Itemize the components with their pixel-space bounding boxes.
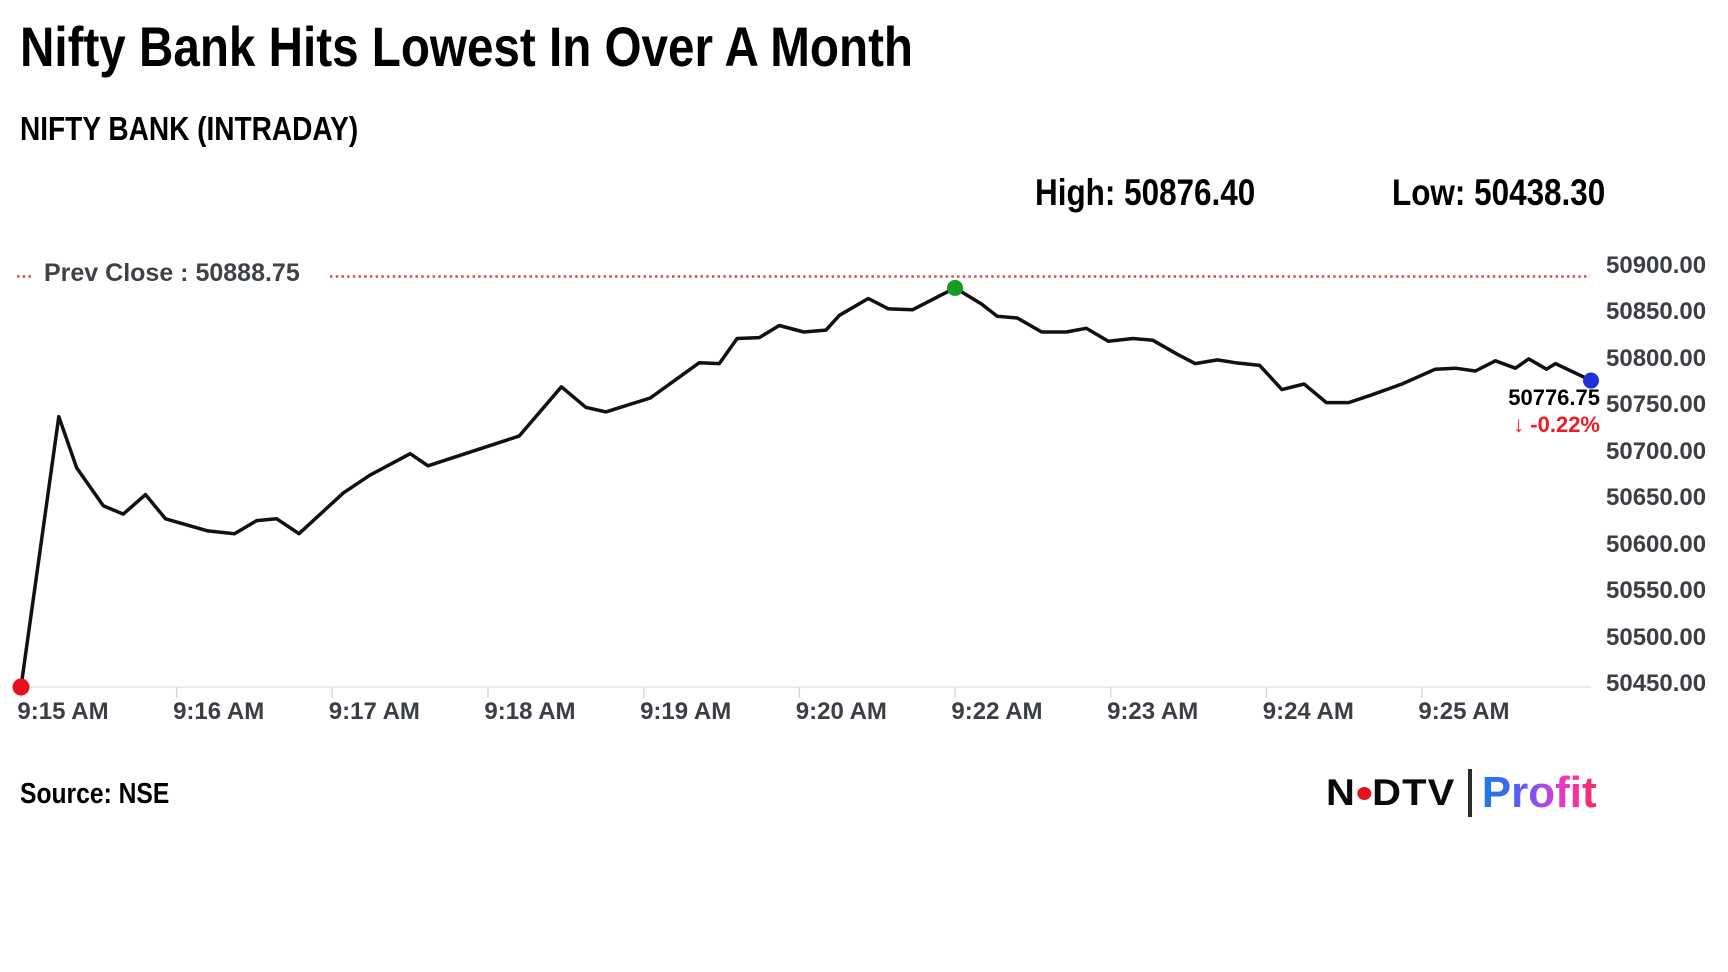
last-price-marker xyxy=(1583,372,1599,389)
x-axis-label: 9:22 AM xyxy=(951,698,1043,725)
y-axis-label: 50800.00 xyxy=(1606,344,1707,372)
x-axis-label: 9:15 AM xyxy=(17,698,109,725)
change-label: ↓ -0.22% xyxy=(1450,412,1600,438)
prev-close-label: Prev Close : 50888.75 xyxy=(44,259,300,287)
y-axis-label: 50850.00 xyxy=(1606,298,1707,326)
y-axis-label: 50500.00 xyxy=(1606,623,1707,651)
x-axis-label: 9:25 AM xyxy=(1418,698,1510,725)
source-label-text: Source: NSE xyxy=(20,778,170,810)
x-axis-label: 9:23 AM xyxy=(1107,698,1199,725)
ndtv-profit-logo: N DTV Profit xyxy=(1326,762,1597,824)
low-stat-text: Low: 50438.30 xyxy=(1392,172,1606,213)
x-axis-label: 9:16 AM xyxy=(173,698,265,725)
ndtv-letters-dtv: DTV xyxy=(1372,772,1456,813)
y-axis-label: 50700.00 xyxy=(1606,437,1707,465)
y-axis-label: 50750.00 xyxy=(1606,391,1707,419)
x-axis-label: 9:20 AM xyxy=(795,698,887,725)
page-title: Nifty Bank Hits Lowest In Over A Month xyxy=(20,14,1071,79)
source-label: Source: NSE xyxy=(20,778,196,811)
price-line xyxy=(19,286,1593,689)
session-open-low-marker xyxy=(12,678,30,696)
ndtv-red-dot-icon xyxy=(1357,786,1372,800)
session-high-marker xyxy=(946,279,963,296)
x-axis-label: 9:19 AM xyxy=(640,698,732,725)
high-stat-text: High: 50876.40 xyxy=(1035,172,1256,213)
logo-divider xyxy=(1467,769,1472,817)
y-axis-label: 50550.00 xyxy=(1606,577,1707,605)
page-title-text: Nifty Bank Hits Lowest In Over A Month xyxy=(20,15,914,78)
last-price-label: 50776.75 xyxy=(1508,385,1600,410)
low-stat: Low: 50438.30 xyxy=(1392,172,1643,214)
chart-subtitle: NIFTY BANK (INTRADAY) xyxy=(20,110,418,148)
y-axis-label: 50600.00 xyxy=(1606,530,1707,558)
high-stat: High: 50876.40 xyxy=(1035,172,1294,214)
y-axis-label: 50650.00 xyxy=(1606,484,1707,512)
y-axis-label: 50900.00 xyxy=(1606,252,1707,279)
ndtv-logo-text: N DTV xyxy=(1326,772,1455,814)
x-axis-label: 9:17 AM xyxy=(328,698,420,725)
x-axis-label: 9:18 AM xyxy=(484,698,576,725)
x-axis-label: 9:24 AM xyxy=(1262,698,1354,725)
chart-subtitle-text: NIFTY BANK (INTRADAY) xyxy=(20,110,359,147)
ndtv-letter-n: N xyxy=(1326,772,1356,813)
y-axis-label: 50450.00 xyxy=(1606,670,1707,698)
down-arrow-icon: ↓ xyxy=(1513,412,1525,437)
change-percent: -0.22% xyxy=(1530,412,1600,437)
profit-logo-text: Profit xyxy=(1481,768,1597,817)
